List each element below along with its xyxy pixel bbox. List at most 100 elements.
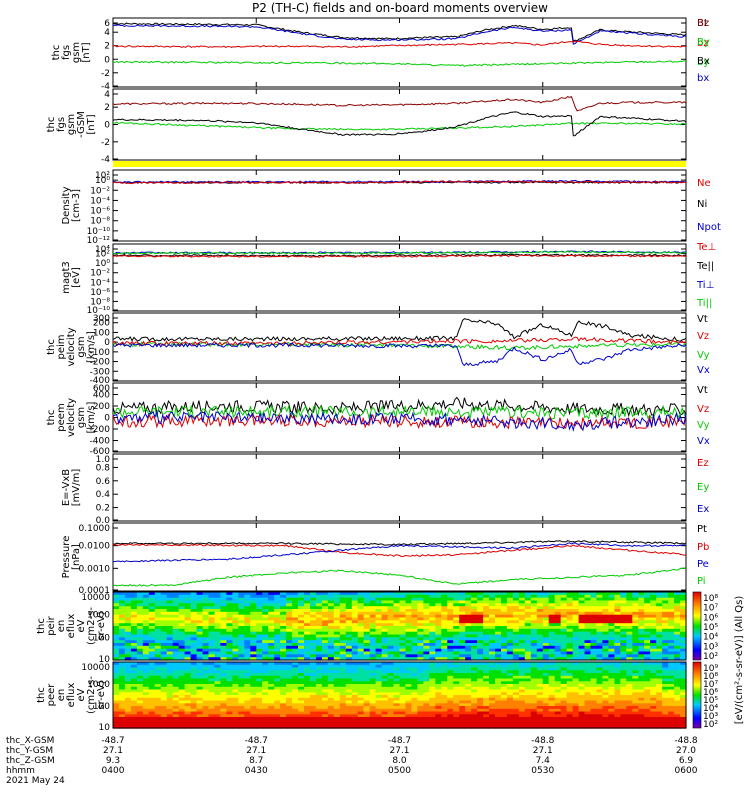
spectrogram-cell — [232, 634, 239, 638]
spectrogram-cell — [644, 594, 651, 599]
spectrogram-cell — [286, 648, 293, 653]
spectrogram-cell — [381, 597, 389, 602]
spectrogram-cell — [190, 700, 198, 704]
spectrogram-cell — [453, 673, 460, 677]
spectrogram-cell — [310, 689, 317, 693]
spectrogram-cell — [656, 657, 663, 661]
spectrogram-cell — [274, 725, 281, 729]
spectrogram-cell — [369, 648, 377, 653]
spectrogram-cell — [172, 678, 180, 682]
spectrogram-cell — [566, 623, 574, 627]
spectrogram-cell — [477, 692, 484, 696]
colorbar-tick-label: 10³ — [703, 642, 718, 652]
spectrogram-cell — [196, 645, 204, 650]
spectrogram-cell — [292, 664, 299, 669]
spectrogram-cell — [512, 700, 520, 704]
spectrogram-cell — [369, 611, 377, 616]
spectrogram-cell — [608, 667, 615, 671]
spectrogram-cell — [495, 657, 502, 661]
spectrogram-cell — [668, 675, 675, 680]
spectrogram-cell — [220, 725, 227, 729]
spectrogram-cell — [417, 626, 424, 630]
spectrogram-cell — [130, 651, 138, 655]
spectrogram-cell — [578, 643, 586, 647]
spectrogram-cell — [262, 711, 269, 715]
spectrogram-cell — [489, 664, 496, 669]
spectrogram-cell — [453, 675, 460, 680]
spectrogram-cell — [536, 606, 544, 610]
spectrogram-cell — [286, 678, 293, 682]
spectrogram-cell — [184, 717, 192, 721]
spectrogram-cell — [369, 708, 377, 713]
spectrogram-cell — [668, 603, 675, 607]
spectrogram-cell — [196, 594, 204, 599]
spectrogram-cell — [333, 700, 341, 704]
spectrogram-cell — [226, 631, 233, 636]
spectrogram-cell — [501, 695, 508, 699]
spectrogram-cell — [244, 670, 251, 674]
spectrogram-cell — [202, 611, 210, 616]
spectrogram-cell — [501, 631, 508, 636]
spectrogram-cell — [124, 592, 132, 596]
spectrogram-cell — [668, 620, 675, 624]
spectrogram-cell — [160, 706, 168, 710]
spectrogram-cell — [447, 634, 454, 638]
spectrogram-cell — [250, 681, 257, 685]
spectrogram-cell — [662, 664, 669, 669]
spectrogram-cell — [489, 678, 496, 682]
spectrogram-cell — [447, 684, 454, 688]
spectrogram-cell — [506, 711, 514, 715]
spectrogram-cell — [298, 634, 305, 638]
spectrogram-cell — [178, 714, 186, 718]
spectrogram-cell — [524, 651, 532, 655]
spectrogram-cell — [196, 662, 204, 666]
spectrogram-cell — [387, 617, 395, 621]
spectrogram-cell — [536, 648, 544, 653]
spectrogram-cell — [214, 620, 222, 624]
spectrogram-cell — [608, 614, 615, 619]
spectrogram-cell — [453, 654, 460, 658]
spectrogram-cell — [506, 600, 514, 604]
spectrogram-cell — [590, 681, 598, 685]
spectrogram-cell — [280, 675, 287, 680]
spectrogram-cell — [441, 711, 448, 715]
spectrogram-cell — [632, 603, 639, 607]
spectrogram-cell — [136, 634, 144, 638]
spectrogram-cell — [668, 597, 675, 602]
spectrogram-cell — [566, 722, 574, 726]
spectrogram-cell — [626, 686, 633, 691]
spectrogram-cell — [304, 617, 311, 621]
spectrogram-cell — [626, 634, 633, 638]
spectrogram-cell — [256, 722, 263, 726]
spectrogram-cell — [471, 711, 478, 715]
spectrogram-cell — [620, 594, 627, 599]
spectrogram-cell — [590, 606, 598, 610]
spectrogram-cell — [256, 703, 263, 707]
spectrogram-cell — [405, 673, 413, 677]
spectrogram-cell — [662, 623, 669, 627]
spectrogram-cell — [113, 664, 120, 669]
spectrogram-cell — [280, 700, 287, 704]
spectrogram-cell — [495, 695, 502, 699]
spectrogram-cell — [166, 606, 174, 610]
spectrogram-cell — [357, 657, 365, 661]
spectrogram-cell — [626, 717, 633, 721]
spectrogram-cell — [638, 611, 645, 616]
spectrogram-cell — [536, 684, 544, 688]
spectrogram-cell — [208, 725, 216, 729]
spectrogram-cell — [202, 664, 210, 669]
spectrogram-cell — [506, 670, 514, 674]
spectrogram-cell — [524, 614, 532, 619]
spectrogram-cell — [489, 681, 496, 685]
spectrogram-cell — [130, 675, 138, 680]
spectrogram-cell — [172, 592, 180, 596]
spectrogram-cell — [274, 706, 281, 710]
spectrogram-cell — [274, 697, 281, 702]
spectrogram-cell — [477, 634, 484, 638]
spectrogram-cell — [345, 678, 353, 682]
spectrogram-cell — [506, 684, 514, 688]
spectrogram-cell — [196, 722, 204, 726]
spectrogram-cell — [632, 681, 639, 685]
spectrogram-cell — [268, 700, 275, 704]
spectrogram-cell — [471, 623, 478, 627]
